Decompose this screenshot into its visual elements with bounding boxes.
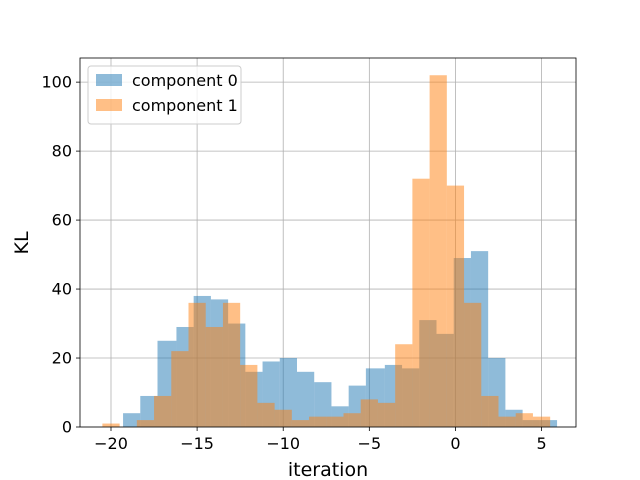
histogram-bar bbox=[377, 402, 396, 427]
histogram-bar bbox=[429, 75, 447, 428]
histogram-bar bbox=[136, 420, 155, 427]
y-tick-label: 80 bbox=[52, 142, 72, 161]
x-tick-label: 0 bbox=[450, 434, 460, 453]
histogram-bar bbox=[102, 423, 120, 427]
histogram-bar bbox=[291, 420, 310, 427]
histogram-bar bbox=[222, 302, 241, 427]
histogram-bar bbox=[240, 364, 258, 427]
histogram-bar bbox=[515, 413, 533, 427]
legend-label: component 1 bbox=[132, 96, 238, 115]
histogram-bar bbox=[326, 416, 344, 427]
y-tick-label: 20 bbox=[52, 349, 72, 368]
histogram-bar bbox=[395, 344, 413, 427]
histogram-bar bbox=[532, 416, 551, 427]
y-tick-label: 60 bbox=[52, 211, 72, 230]
histogram-bar bbox=[481, 395, 499, 427]
legend-swatch bbox=[96, 99, 122, 111]
x-tick-label: −20 bbox=[94, 434, 128, 453]
histogram-bar bbox=[446, 185, 465, 427]
histogram-bar bbox=[140, 395, 158, 427]
histogram-bar bbox=[188, 302, 206, 427]
y-axis-label: KL bbox=[11, 231, 33, 254]
histogram-bar bbox=[297, 371, 315, 427]
histogram-bar bbox=[343, 413, 361, 427]
x-tick-label: 5 bbox=[536, 434, 546, 453]
histogram-bar bbox=[123, 413, 141, 427]
legend-swatch bbox=[96, 74, 122, 86]
histogram-bar bbox=[314, 382, 332, 427]
x-tick-label: −10 bbox=[266, 434, 300, 453]
x-axis-label: iteration bbox=[288, 459, 368, 480]
y-tick-label: 40 bbox=[52, 280, 72, 299]
histogram-bar bbox=[360, 399, 378, 427]
histogram-bar bbox=[257, 402, 275, 427]
histogram-bar bbox=[309, 416, 327, 427]
legend-label: component 0 bbox=[132, 71, 238, 90]
x-tick-label: −5 bbox=[358, 434, 382, 453]
x-tick-label: −15 bbox=[180, 434, 214, 453]
series-1 bbox=[102, 75, 551, 428]
bars bbox=[102, 75, 558, 428]
legend: component 0 component 1 bbox=[87, 65, 242, 125]
histogram-bar bbox=[205, 326, 223, 427]
histogram-bar bbox=[498, 416, 516, 427]
ticks: −20 −15 −10 −5 0 5 0 20 40 60 80 100 bbox=[41, 73, 546, 453]
y-tick-label: 0 bbox=[62, 418, 72, 437]
histogram-bar bbox=[171, 351, 189, 427]
legend-box bbox=[87, 65, 242, 125]
histogram-bar bbox=[154, 395, 172, 427]
y-tick-label: 100 bbox=[41, 73, 72, 92]
histogram-bar bbox=[274, 409, 292, 427]
histogram-bar bbox=[412, 178, 430, 427]
plot-frame bbox=[79, 57, 577, 428]
histogram-bar bbox=[464, 302, 482, 427]
